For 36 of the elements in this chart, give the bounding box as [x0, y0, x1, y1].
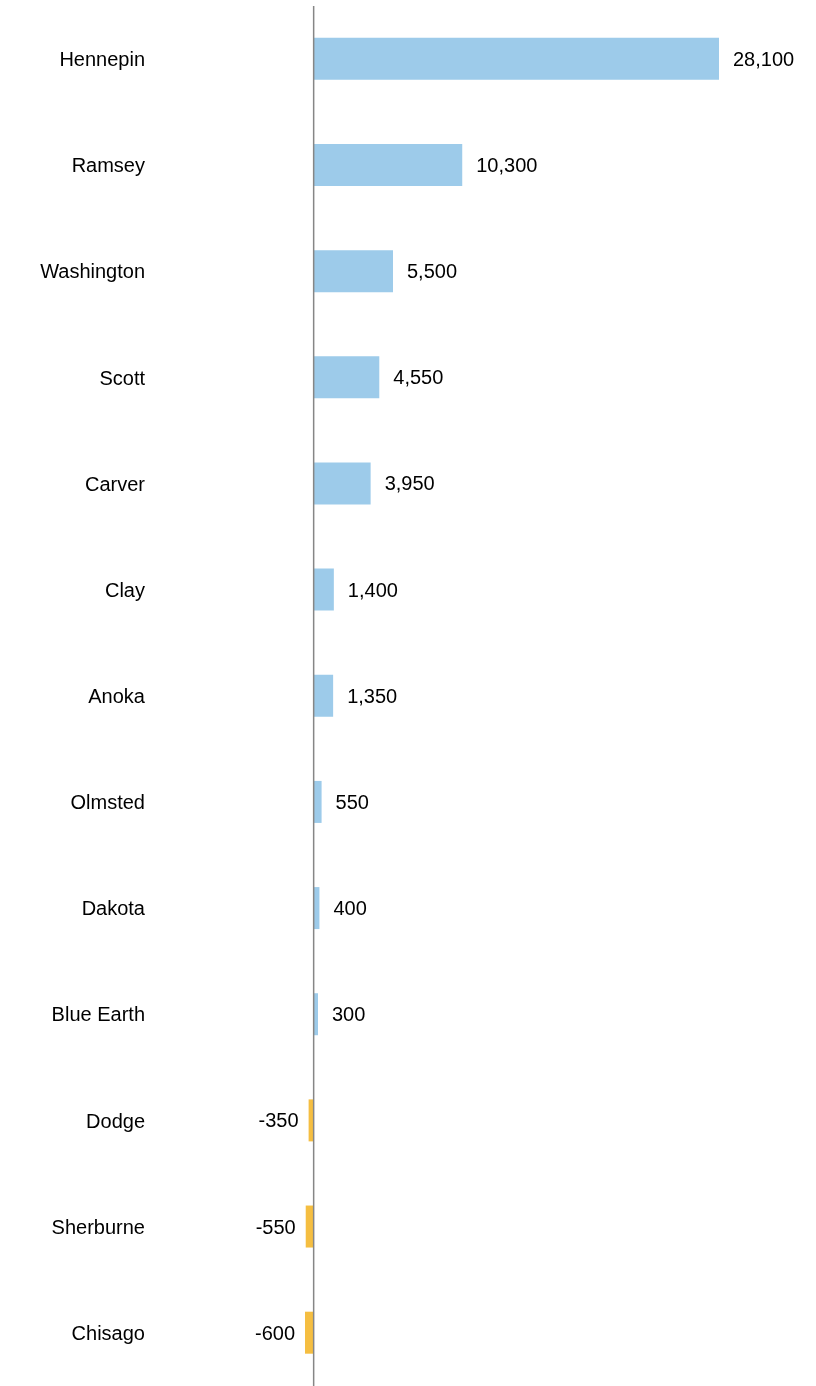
data-label: 300 — [331, 1003, 366, 1026]
y-tick-label: Chisago — [71, 1321, 145, 1344]
y-tick-label: Ramsey — [71, 154, 145, 177]
bar — [313, 144, 463, 186]
data-label: 4,550 — [393, 366, 444, 389]
data-label: 10,300 — [476, 154, 538, 176]
data-label: -350 — [258, 1109, 299, 1132]
y-tick-label: Dakota — [81, 897, 146, 920]
data-label: 1,400 — [347, 578, 398, 601]
bar — [313, 356, 380, 399]
y-tick-label: Clay — [104, 578, 145, 601]
data-label: 3,950 — [384, 472, 435, 495]
y-tick-label: Hennepin — [59, 48, 145, 71]
y-tick-label: Scott — [99, 366, 146, 389]
y-tick-label: Dodge — [86, 1109, 145, 1132]
y-tick-label: Blue Earth — [51, 1003, 145, 1026]
bar — [313, 250, 393, 293]
data-label: 1,350 — [347, 684, 398, 707]
y-tick-label: Carver — [84, 472, 146, 495]
data-label: 400 — [333, 897, 367, 920]
bar — [313, 37, 719, 80]
y-tick-label: Sherburne — [51, 1215, 145, 1238]
y-tick-label: Olmsted — [70, 791, 145, 814]
bar — [313, 993, 318, 1036]
data-label: -550 — [255, 1215, 296, 1238]
y-tick-label: Anoka — [88, 685, 146, 707]
bar — [313, 462, 371, 505]
bar — [305, 1311, 314, 1354]
bar — [313, 568, 334, 611]
bar — [313, 674, 334, 717]
data-label: -600 — [254, 1321, 295, 1344]
y-tick-label: Washington — [40, 260, 145, 283]
data-label: 5,500 — [406, 260, 458, 283]
data-label: 550 — [335, 790, 369, 813]
data-label: 28,100 — [733, 47, 795, 70]
bar — [313, 780, 322, 823]
